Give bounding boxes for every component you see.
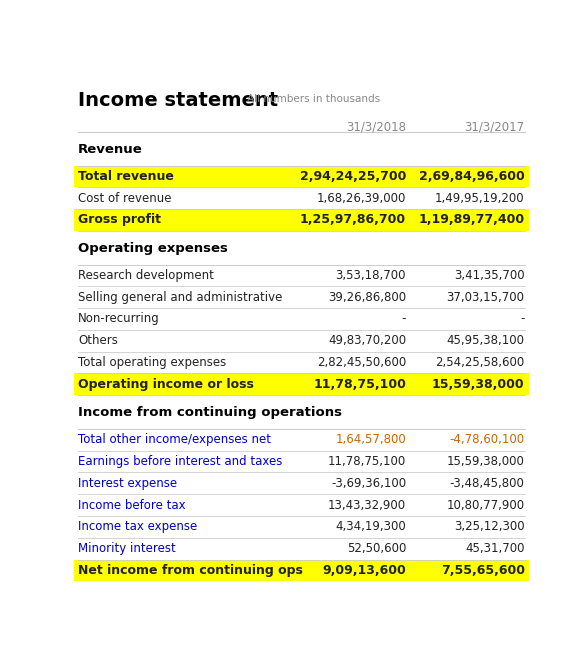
Bar [74,209,529,231]
Text: 9,09,13,600: 9,09,13,600 [322,564,406,577]
Text: 1,68,26,39,000: 1,68,26,39,000 [317,192,406,205]
Text: Operating income or loss: Operating income or loss [78,378,254,391]
Text: 3,25,12,300: 3,25,12,300 [454,520,524,533]
Text: -: - [520,312,524,325]
Bar [74,373,529,395]
Text: Interest expense: Interest expense [78,477,177,490]
Text: 31/3/2018: 31/3/2018 [346,120,406,133]
Text: 7,55,65,600: 7,55,65,600 [440,564,524,577]
Text: 2,54,25,58,600: 2,54,25,58,600 [435,356,524,369]
Text: Income from continuing operations: Income from continuing operations [78,406,342,419]
Text: 10,80,77,900: 10,80,77,900 [446,499,524,512]
Text: Total other income/expenses net: Total other income/expenses net [78,434,271,446]
Text: 15,59,38,000: 15,59,38,000 [432,378,524,391]
Text: -4,78,60,100: -4,78,60,100 [449,434,524,446]
Text: Non-recurring: Non-recurring [78,312,160,325]
Text: Selling general and administrative: Selling general and administrative [78,291,282,304]
Text: All numbers in thousands: All numbers in thousands [247,94,380,104]
Text: 11,78,75,100: 11,78,75,100 [313,378,406,391]
Text: Minority interest: Minority interest [78,542,176,555]
Text: 31/3/2017: 31/3/2017 [465,120,524,133]
Text: 1,49,95,19,200: 1,49,95,19,200 [435,192,524,205]
Text: Research development: Research development [78,269,214,282]
Text: 4,34,19,300: 4,34,19,300 [335,520,406,533]
Text: 39,26,86,800: 39,26,86,800 [328,291,406,304]
Text: Gross profit: Gross profit [78,213,161,226]
Text: 45,95,38,100: 45,95,38,100 [447,335,524,347]
Text: 1,64,57,800: 1,64,57,800 [335,434,406,446]
Text: Others: Others [78,335,118,347]
Text: 11,78,75,100: 11,78,75,100 [328,455,406,468]
Text: 1,19,89,77,400: 1,19,89,77,400 [419,213,524,226]
Text: 1,25,97,86,700: 1,25,97,86,700 [300,213,406,226]
Text: -3,69,36,100: -3,69,36,100 [331,477,406,490]
Text: -: - [402,312,406,325]
Text: Total operating expenses: Total operating expenses [78,356,226,369]
Text: 3,41,35,700: 3,41,35,700 [454,269,524,282]
Text: Revenue: Revenue [78,142,143,155]
Text: Income before tax: Income before tax [78,499,186,512]
Text: 45,31,700: 45,31,700 [465,542,524,555]
Text: 2,69,84,96,600: 2,69,84,96,600 [419,170,524,183]
Text: Operating expenses: Operating expenses [78,241,228,255]
Text: 49,83,70,200: 49,83,70,200 [328,335,406,347]
Text: -3,48,45,800: -3,48,45,800 [450,477,524,490]
Text: Income statement: Income statement [78,91,278,110]
Text: Income tax expense: Income tax expense [78,520,198,533]
Text: 2,94,24,25,700: 2,94,24,25,700 [300,170,406,183]
Text: 3,53,18,700: 3,53,18,700 [336,269,406,282]
Text: 13,43,32,900: 13,43,32,900 [328,499,406,512]
Text: 37,03,15,700: 37,03,15,700 [447,291,524,304]
Text: Earnings before interest and taxes: Earnings before interest and taxes [78,455,282,468]
Text: 52,50,600: 52,50,600 [347,542,406,555]
Bar [74,165,529,187]
Text: Net income from continuing ops: Net income from continuing ops [78,564,303,577]
Text: 2,82,45,50,600: 2,82,45,50,600 [317,356,406,369]
Text: Total revenue: Total revenue [78,170,174,183]
Text: 15,59,38,000: 15,59,38,000 [447,455,524,468]
Bar [74,560,529,581]
Text: Cost of revenue: Cost of revenue [78,192,172,205]
